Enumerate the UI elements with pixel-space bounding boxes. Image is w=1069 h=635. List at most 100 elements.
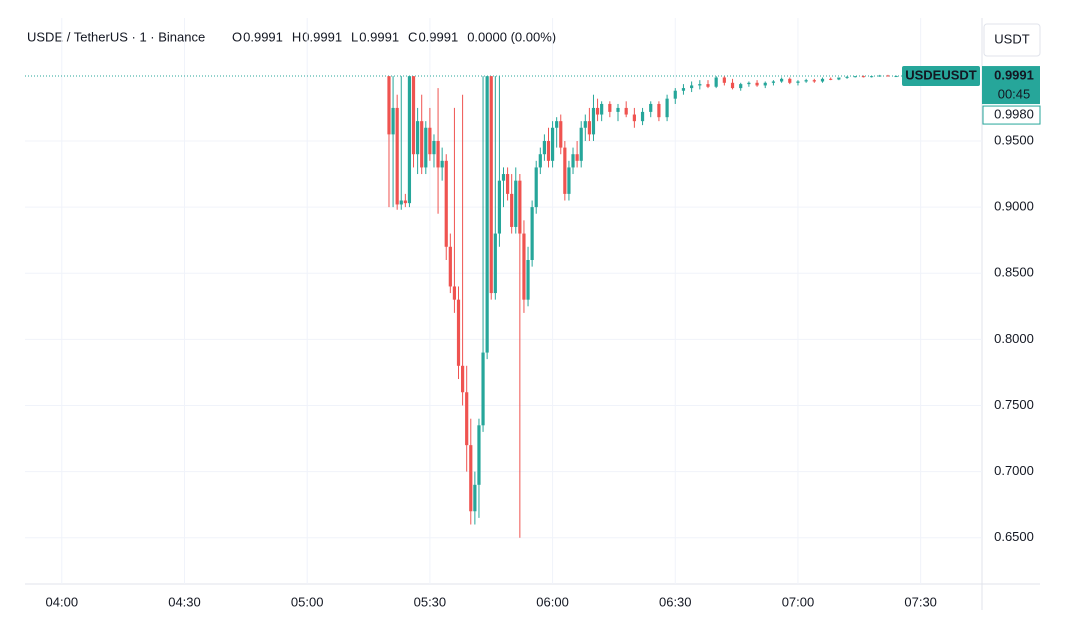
- candle-body: [812, 80, 816, 82]
- symbol: USDE / TetherUS · 1 · Binance: [27, 29, 205, 44]
- x-tick-label: 07:30: [904, 594, 937, 609]
- candle-body: [473, 484, 477, 512]
- y-tick-label: 0.7000: [994, 463, 1034, 478]
- candle-body: [555, 121, 559, 128]
- candle-body: [546, 140, 551, 161]
- candle-body: [640, 111, 645, 122]
- candle-body: [730, 82, 735, 89]
- candle-body: [591, 107, 596, 135]
- candle-body: [534, 167, 538, 208]
- legend-key: O: [232, 29, 242, 44]
- candle-body: [530, 207, 534, 261]
- candle-body: [608, 103, 612, 112]
- ticker-box: [902, 66, 980, 87]
- candle-body: [657, 103, 661, 118]
- candle-body: [587, 121, 591, 135]
- x-tick-label: 04:00: [46, 594, 79, 609]
- candle-body: [624, 107, 628, 115]
- last-price-label: 0.9991: [994, 67, 1034, 82]
- candle-body: [861, 76, 865, 78]
- candle-body: [489, 76, 493, 294]
- y-tick-label: 0.7500: [994, 397, 1034, 412]
- candle-body: [616, 107, 620, 112]
- candle-body: [886, 75, 890, 77]
- ticker-label: USDEUSDT: [905, 67, 977, 82]
- candle-body: [485, 76, 489, 353]
- candle-body: [391, 107, 395, 135]
- candle-body: [804, 80, 808, 82]
- candle-body: [477, 425, 481, 485]
- x-tick-label: 06:30: [659, 594, 692, 609]
- candle-body: [600, 103, 604, 115]
- candle-body: [432, 140, 436, 155]
- candle-body: [894, 76, 898, 78]
- candle-body: [387, 76, 391, 135]
- candle-body: [673, 90, 677, 99]
- candle-body: [820, 78, 825, 82]
- candle-body: [456, 299, 461, 366]
- candle-body: [518, 180, 522, 234]
- legend-value: 0.9991: [302, 29, 342, 44]
- legend-key: C: [408, 29, 417, 44]
- candle-body: [465, 392, 469, 446]
- candle-body: [575, 154, 579, 161]
- candle-body: [771, 81, 776, 83]
- candle-body: [690, 85, 694, 89]
- candle-body: [563, 147, 567, 194]
- bid-label: 0.9980: [994, 106, 1034, 121]
- legend-change: 0.0000 (0.00%): [467, 29, 556, 44]
- candle-body: [469, 445, 473, 512]
- candle-body: [747, 82, 751, 85]
- candle-body: [448, 246, 452, 287]
- candle-body: [567, 167, 571, 194]
- candle-body: [514, 180, 518, 227]
- candle-body: [461, 365, 465, 393]
- countdown: 00:45: [998, 86, 1031, 101]
- candle-body: [493, 233, 497, 294]
- candle-body: [571, 154, 575, 168]
- legend-value: 0.9991: [359, 29, 399, 44]
- legend-key: H: [292, 29, 301, 44]
- candle-body: [714, 77, 718, 87]
- candle-body: [538, 154, 542, 168]
- candle-body: [481, 352, 485, 426]
- candle-body: [796, 81, 800, 83]
- x-tick-label: 04:30: [168, 594, 201, 609]
- currency[interactable]: USDT: [994, 31, 1029, 46]
- x-tick-label: 06:00: [536, 594, 569, 609]
- candle-body: [424, 127, 428, 168]
- candle-body: [869, 76, 874, 78]
- x-tick-label: 07:00: [782, 594, 815, 609]
- ohlc-legend: O 0.9991 H 0.9991 L 0.9991 C 0.9991 0.0000 (0.00…: [232, 29, 556, 44]
- candle-body: [722, 77, 726, 83]
- candle-body: [444, 160, 448, 247]
- candle-body: [788, 78, 792, 83]
- candle-body: [420, 121, 424, 168]
- candle-body: [755, 82, 759, 86]
- candle-body: [497, 180, 502, 234]
- y-tick-label: 0.8000: [994, 331, 1034, 346]
- legend-value: 0.9991: [243, 29, 283, 44]
- x-tick-label: 05:00: [291, 594, 324, 609]
- candle-body: [739, 84, 743, 89]
- candle-body: [845, 76, 849, 78]
- candle-body: [583, 121, 587, 128]
- candle-body: [780, 78, 784, 82]
- candle-body: [665, 98, 669, 118]
- candle-body: [763, 82, 767, 86]
- candle-body: [550, 127, 555, 161]
- legend-value: 0.9991: [418, 29, 458, 44]
- currency-box[interactable]: [983, 23, 1041, 57]
- candle-body: [403, 200, 407, 204]
- candle-body: [878, 75, 882, 77]
- candle-body: [526, 260, 530, 300]
- y-tick-label: 0.9500: [994, 132, 1034, 147]
- candle-body: [510, 193, 514, 227]
- candle-body: [428, 127, 432, 155]
- candle-body: [501, 174, 506, 181]
- candle-body: [522, 233, 526, 300]
- candle-body: [595, 107, 600, 115]
- candle-body: [395, 107, 399, 205]
- candle-body: [416, 121, 420, 155]
